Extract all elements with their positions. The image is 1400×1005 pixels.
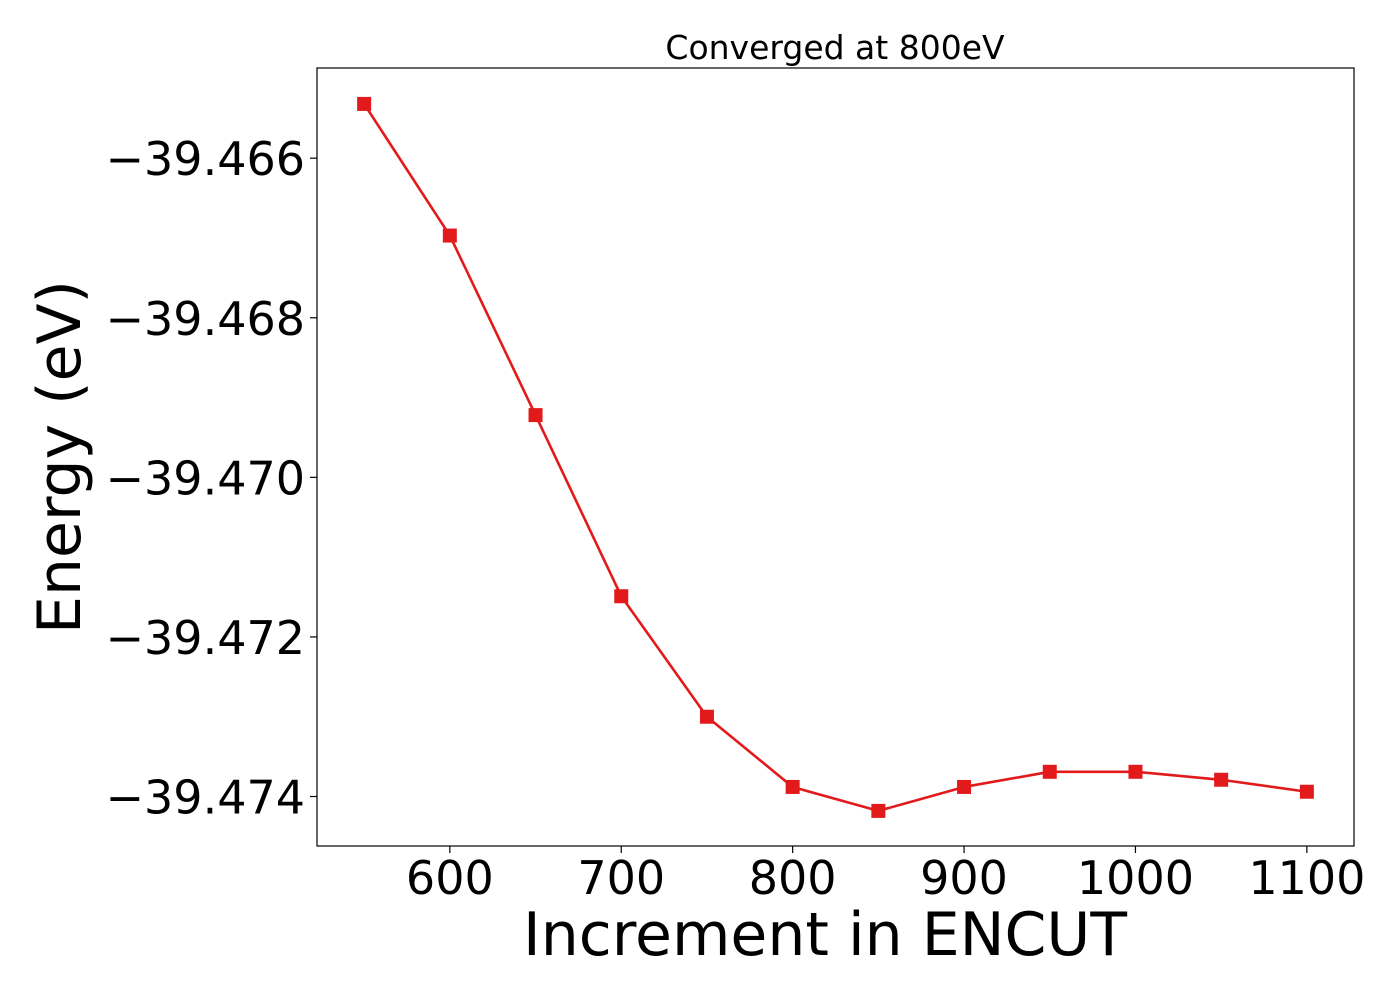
data-point bbox=[357, 96, 372, 111]
y-axis-label: Energy (eV) bbox=[25, 280, 95, 634]
y-tick-label: −39.470 bbox=[106, 451, 306, 505]
y-tick-label: −39.474 bbox=[106, 771, 306, 825]
y-tick-label: −39.472 bbox=[106, 611, 306, 665]
data-point bbox=[1299, 784, 1314, 799]
data-point bbox=[785, 779, 800, 794]
chart-title: Converged at 800eV bbox=[665, 28, 1005, 67]
y-tick-label: −39.466 bbox=[106, 132, 306, 186]
data-point bbox=[1042, 764, 1057, 779]
y-tick-label: −39.468 bbox=[106, 292, 306, 346]
x-axis-label: Increment in ENCUT bbox=[523, 900, 1127, 970]
x-tick-label: 900 bbox=[920, 851, 1008, 905]
data-point bbox=[1128, 764, 1143, 779]
x-tick-label: 800 bbox=[749, 851, 837, 905]
plot-frame bbox=[316, 67, 1355, 847]
x-tick-label: 700 bbox=[577, 851, 665, 905]
data-point bbox=[1214, 772, 1229, 787]
data-point bbox=[699, 709, 714, 724]
data-point bbox=[528, 408, 543, 423]
series-layer bbox=[357, 96, 1314, 818]
axis-ticks: 600 700 800 900 1000 1100 −39.466 −39.468 −39.47… bbox=[106, 132, 1366, 905]
x-tick-label: 1100 bbox=[1248, 851, 1365, 905]
data-point bbox=[957, 779, 972, 794]
x-tick-label: 600 bbox=[406, 851, 494, 905]
data-point bbox=[614, 589, 629, 604]
data-point bbox=[871, 803, 886, 818]
x-tick-label: 1000 bbox=[1077, 851, 1194, 905]
data-point bbox=[442, 228, 457, 243]
series-line bbox=[363, 103, 1308, 813]
